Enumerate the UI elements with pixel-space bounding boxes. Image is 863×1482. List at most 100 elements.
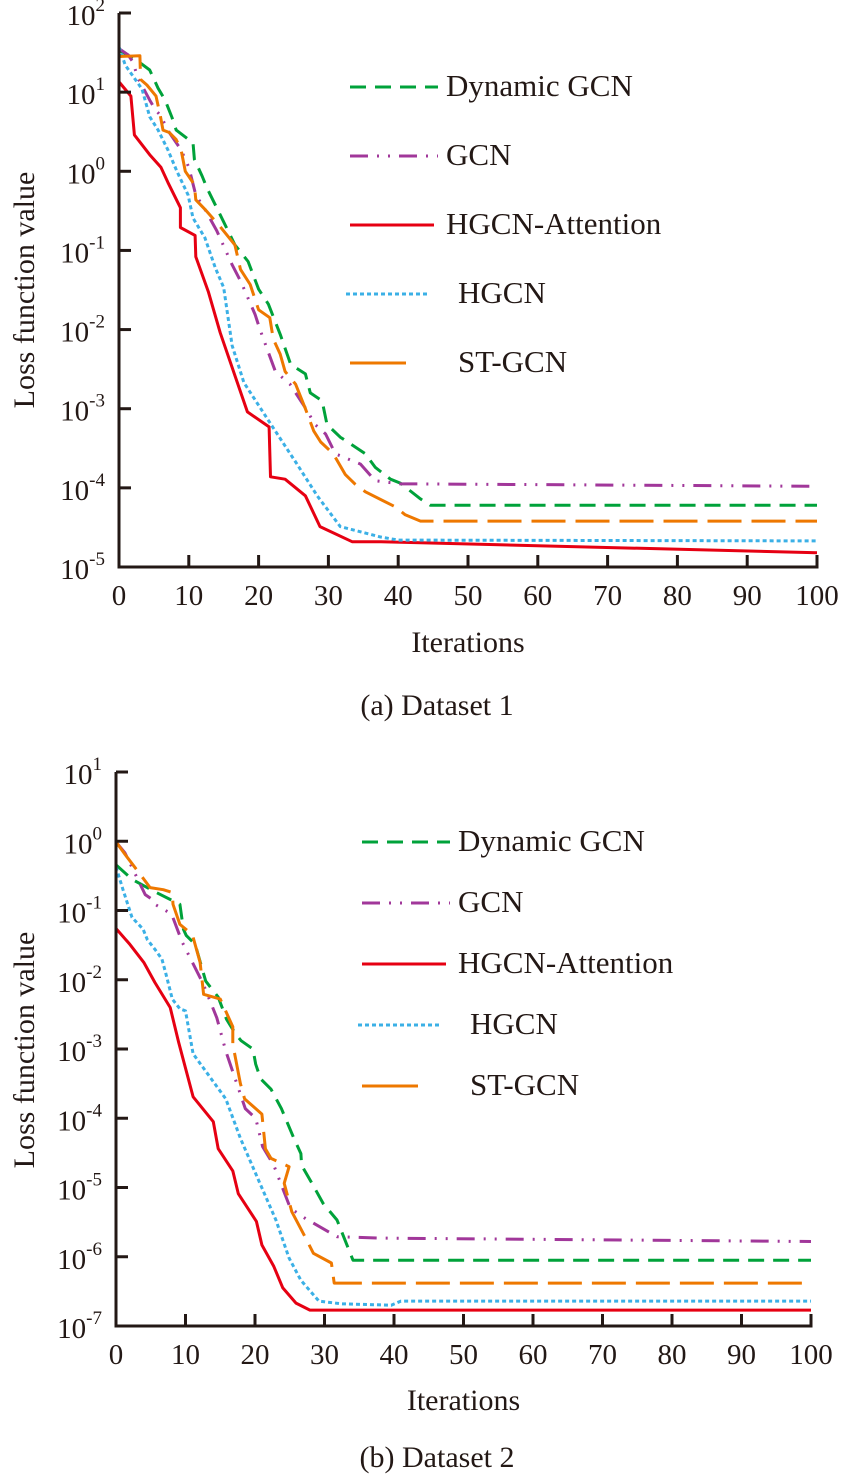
x-tick-label: 10 — [171, 1339, 200, 1371]
y-tick-exponent: -7 — [86, 1308, 102, 1329]
y-tick-base: 10 — [60, 237, 89, 269]
y-tick-base: 10 — [57, 1036, 86, 1068]
panel-caption: (a) Dataset 1 — [360, 689, 513, 722]
y-tick-exponent: -1 — [86, 893, 102, 914]
legend-item: ST-GCN — [350, 344, 567, 379]
x-tick-label: 80 — [658, 1339, 687, 1371]
legend-label: HGCN — [458, 275, 546, 310]
x-tick-label: 50 — [449, 1339, 478, 1371]
x-tick-label: 80 — [663, 580, 692, 612]
legend-item: GCN — [362, 884, 523, 919]
x-tick-label: 20 — [244, 580, 273, 612]
x-tick-label: 100 — [795, 580, 839, 612]
x-tick-label: 20 — [241, 1339, 270, 1371]
y-tick-label: 10-7 — [57, 1308, 102, 1345]
y-tick-exponent: -4 — [89, 470, 105, 491]
legend-item: ST-GCN — [362, 1067, 579, 1102]
x-tick-label: 60 — [523, 580, 552, 612]
y-axis-title: Loss function value — [8, 172, 41, 409]
x-tick-label: 70 — [593, 580, 622, 612]
y-tick-label: 10-3 — [57, 1031, 102, 1068]
y-tick-label: 10-5 — [60, 549, 105, 586]
x-tick-label: 50 — [454, 580, 483, 612]
legend-item: GCN — [350, 137, 511, 172]
y-tick-base: 10 — [57, 898, 86, 930]
legend-item: Dynamic GCN — [350, 68, 633, 103]
y-tick-base: 10 — [67, 158, 96, 190]
y-tick-base: 10 — [67, 79, 96, 111]
series-line-st-gcn — [114, 841, 811, 1285]
x-tick-label: 30 — [314, 580, 343, 612]
y-tick-exponent: -3 — [86, 1031, 102, 1052]
legend-item: Dynamic GCN — [362, 823, 645, 858]
series-line-hgcn-attention — [117, 80, 818, 555]
y-tick-exponent: -2 — [89, 312, 105, 333]
y-tick-label: 101 — [64, 754, 103, 791]
x-tick-label: 40 — [384, 580, 413, 612]
y-tick-exponent: -2 — [86, 962, 102, 983]
legend-item: HGCN — [358, 1006, 558, 1041]
x-tick-label: 90 — [733, 580, 762, 612]
y-tick-base: 10 — [64, 828, 93, 860]
y-tick-label: 100 — [67, 153, 106, 190]
y-tick-label: 10-4 — [57, 1100, 102, 1137]
legend-label: Dynamic GCN — [446, 68, 633, 103]
x-axis-title: Iterations — [407, 1384, 520, 1417]
legend: Dynamic GCN GCN HGCN-Attention HGCN ST-GCN — [358, 823, 674, 1102]
y-tick-exponent: -4 — [86, 1100, 102, 1121]
y-tick-label: 10-1 — [57, 893, 102, 930]
x-tick-label: 40 — [380, 1339, 409, 1371]
y-tick-label: 10-2 — [57, 962, 102, 999]
series-line-gcn — [118, 47, 818, 488]
y-tick-label: 100 — [64, 823, 103, 860]
series-line-hgcn-attention — [114, 927, 811, 1312]
y-tick-label: 101 — [67, 74, 106, 111]
y-tick-exponent: 0 — [96, 153, 106, 174]
legend-label: HGCN — [470, 1006, 558, 1041]
y-tick-label: 10-6 — [57, 1239, 102, 1276]
legend-label: ST-GCN — [458, 344, 567, 379]
legend-label: GCN — [446, 137, 511, 172]
y-tick-label: 10-2 — [60, 312, 105, 349]
series-line-dynamic-gcn — [114, 863, 811, 1262]
legend-label: ST-GCN — [470, 1067, 579, 1102]
x-tick-label: 70 — [588, 1339, 617, 1371]
y-tick-base: 10 — [57, 1105, 86, 1137]
x-tick-label: 90 — [727, 1339, 756, 1371]
y-tick-base: 10 — [57, 1313, 86, 1345]
y-tick-base: 10 — [60, 554, 89, 586]
x-tick-label: 0 — [112, 580, 127, 612]
legend-item: HGCN — [346, 275, 546, 310]
y-tick-label: 10-4 — [60, 470, 105, 507]
series-line-st-gcn — [118, 54, 817, 523]
y-tick-exponent: 0 — [93, 823, 103, 844]
y-tick-exponent: 1 — [96, 74, 106, 95]
y-tick-base: 10 — [57, 967, 86, 999]
x-tick-label: 0 — [109, 1339, 124, 1371]
y-axis-title: Loss function value — [8, 932, 41, 1169]
y-tick-exponent: -3 — [89, 391, 105, 412]
y-tick-base: 10 — [60, 396, 89, 428]
x-axis-title: Iterations — [411, 626, 524, 659]
x-tick-label: 100 — [789, 1339, 833, 1371]
legend-item: HGCN-Attention — [350, 206, 662, 241]
y-tick-label: 10-5 — [57, 1170, 102, 1207]
panel-caption: (b) Dataset 2 — [360, 1441, 515, 1474]
y-tick-label: 10-3 — [60, 391, 105, 428]
y-tick-base: 10 — [60, 475, 89, 507]
legend-label: Dynamic GCN — [458, 823, 645, 858]
y-tick-label: 10-1 — [60, 232, 105, 269]
y-tick-base: 10 — [67, 0, 96, 32]
y-tick-base: 10 — [60, 317, 89, 349]
y-tick-label: 102 — [67, 0, 106, 32]
y-tick-base: 10 — [57, 1244, 86, 1276]
x-tick-label: 60 — [519, 1339, 548, 1371]
x-tick-label: 30 — [310, 1339, 339, 1371]
x-tick-label: 10 — [174, 580, 203, 612]
legend-item: HGCN-Attention — [362, 945, 674, 980]
y-tick-exponent: -5 — [89, 549, 105, 570]
y-tick-exponent: -1 — [89, 232, 105, 253]
